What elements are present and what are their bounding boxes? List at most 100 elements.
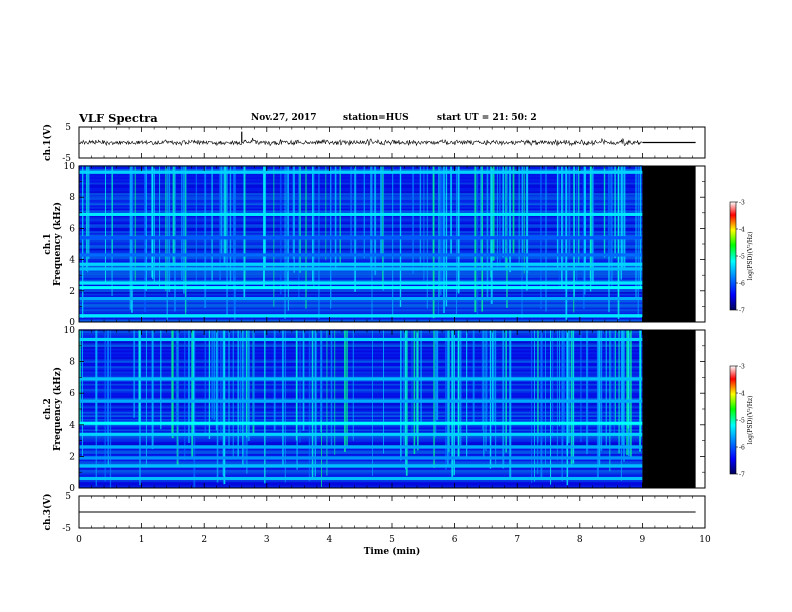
spectrogram-streak [492,330,494,423]
spectrogram-row [79,369,643,372]
y-tick-label: 6 [69,389,75,399]
spectrogram-row [79,448,643,451]
spectrogram-row [79,385,643,388]
spectrogram-streak [537,330,539,435]
spectrogram-streak [502,330,505,469]
spectrogram-streak [220,330,222,440]
spectrogram-streak [181,166,183,280]
spectrogram-streak [247,330,250,441]
spectrogram-streak [177,330,179,462]
spectrogram-row [79,248,643,251]
spectrogram-row [79,250,643,253]
spectrogram-streak [380,166,382,254]
spectrogram-streak [192,330,195,435]
spectrogram-streak [104,330,106,482]
spectrogram-streak [496,166,498,267]
spectrogram-row [79,453,643,456]
spectrogram-row [79,194,643,197]
spectrogram-row [79,420,643,423]
spectrogram-row [79,469,643,472]
spectrogram-streak [216,330,219,483]
spectrogram-row [79,397,643,400]
spectrogram-streak [565,166,568,320]
y-tick-label: 10 [64,162,76,172]
spectrogram-band [79,432,643,436]
spectrogram-row [79,309,643,312]
spectrogram-row [79,416,643,419]
spectrogram-row [79,191,643,194]
spectrogram-row [79,241,643,244]
spectrogram-streak [639,330,641,452]
spectrogram-streak [82,166,84,318]
spectrogram-row [79,293,643,296]
spectrogram-streak [284,330,286,483]
spectrogram-streak [191,330,194,457]
spectrogram-row [79,408,643,411]
spectrogram-streak [438,166,439,316]
spectrogram-streak [308,330,311,482]
spectrogram-streak [610,330,612,432]
spectrogram-streak [95,330,97,487]
spectrogram-row [79,302,643,305]
spectrogram-row [79,371,643,374]
spectrogram-row [79,350,643,353]
spectrogram-streak [635,166,637,300]
spectrogram-streak [219,166,221,280]
spectrogram-streak [621,166,623,270]
spectrogram-streak [613,330,616,436]
spectrogram-streak [233,166,236,314]
spectrogram-band [79,456,643,460]
spectrogram-streak [222,330,225,477]
spectrogram-row [79,402,643,405]
spectrogram-row [79,381,643,384]
spectrogram-streak [299,330,301,443]
spectrogram-row [79,310,643,313]
spectrogram-streak [187,330,190,443]
spectrogram-streak [371,166,373,321]
spectrogram-row [79,473,643,476]
spectrogram-streak [556,330,558,461]
spectrogram-streak [486,166,489,301]
spectrogram-streak [153,166,155,282]
spectrogram-streak [184,330,186,461]
spectrogram-row [79,196,643,199]
spectrogram-row [79,459,643,462]
spectrogram-streak [576,166,578,285]
y-axis-label-channel: ch.1 [43,233,53,254]
spectrogram-streak [447,330,449,467]
spectrogram-streak [603,166,606,258]
colorbar-tick-label: -6 [739,281,745,288]
spectrogram-streak [145,330,147,468]
spectrogram-band [79,464,643,468]
spectrogram-row [79,303,643,306]
spectrogram-row [79,251,643,254]
spectrogram-row [79,394,643,397]
spectrogram-row [79,411,643,414]
spectrogram-row [79,365,643,369]
spectrogram-band [79,281,643,285]
spectrogram-row [79,184,643,187]
spectrogram-streak [166,166,168,321]
y-tick-label: 5 [65,123,71,133]
spectrogram-streak [485,330,487,451]
spectrogram-row [79,246,643,249]
spectrogram-row [79,395,643,398]
spectrogram-streak [459,330,462,446]
spectrogram-row [79,427,643,430]
spectrogram-row [79,177,643,180]
x-tick-label: 5 [389,535,395,545]
spectrogram-row [79,277,643,280]
colorbar-tick-label: -3 [739,200,745,207]
spectrogram-streak [85,166,87,271]
colorbar-tick-label: -5 [739,254,745,261]
spectrogram-band [79,212,643,216]
spectrogram-streak [626,330,628,456]
spectrogram-row [79,168,643,171]
spectrogram-streak [433,330,435,468]
spectrogram-row [79,373,643,376]
spectrogram-streak [87,166,89,273]
spectrogram-band [79,267,643,271]
spectrogram-streak [105,166,106,283]
spectrogram-row [79,224,643,227]
spectrogram-row [79,218,643,221]
